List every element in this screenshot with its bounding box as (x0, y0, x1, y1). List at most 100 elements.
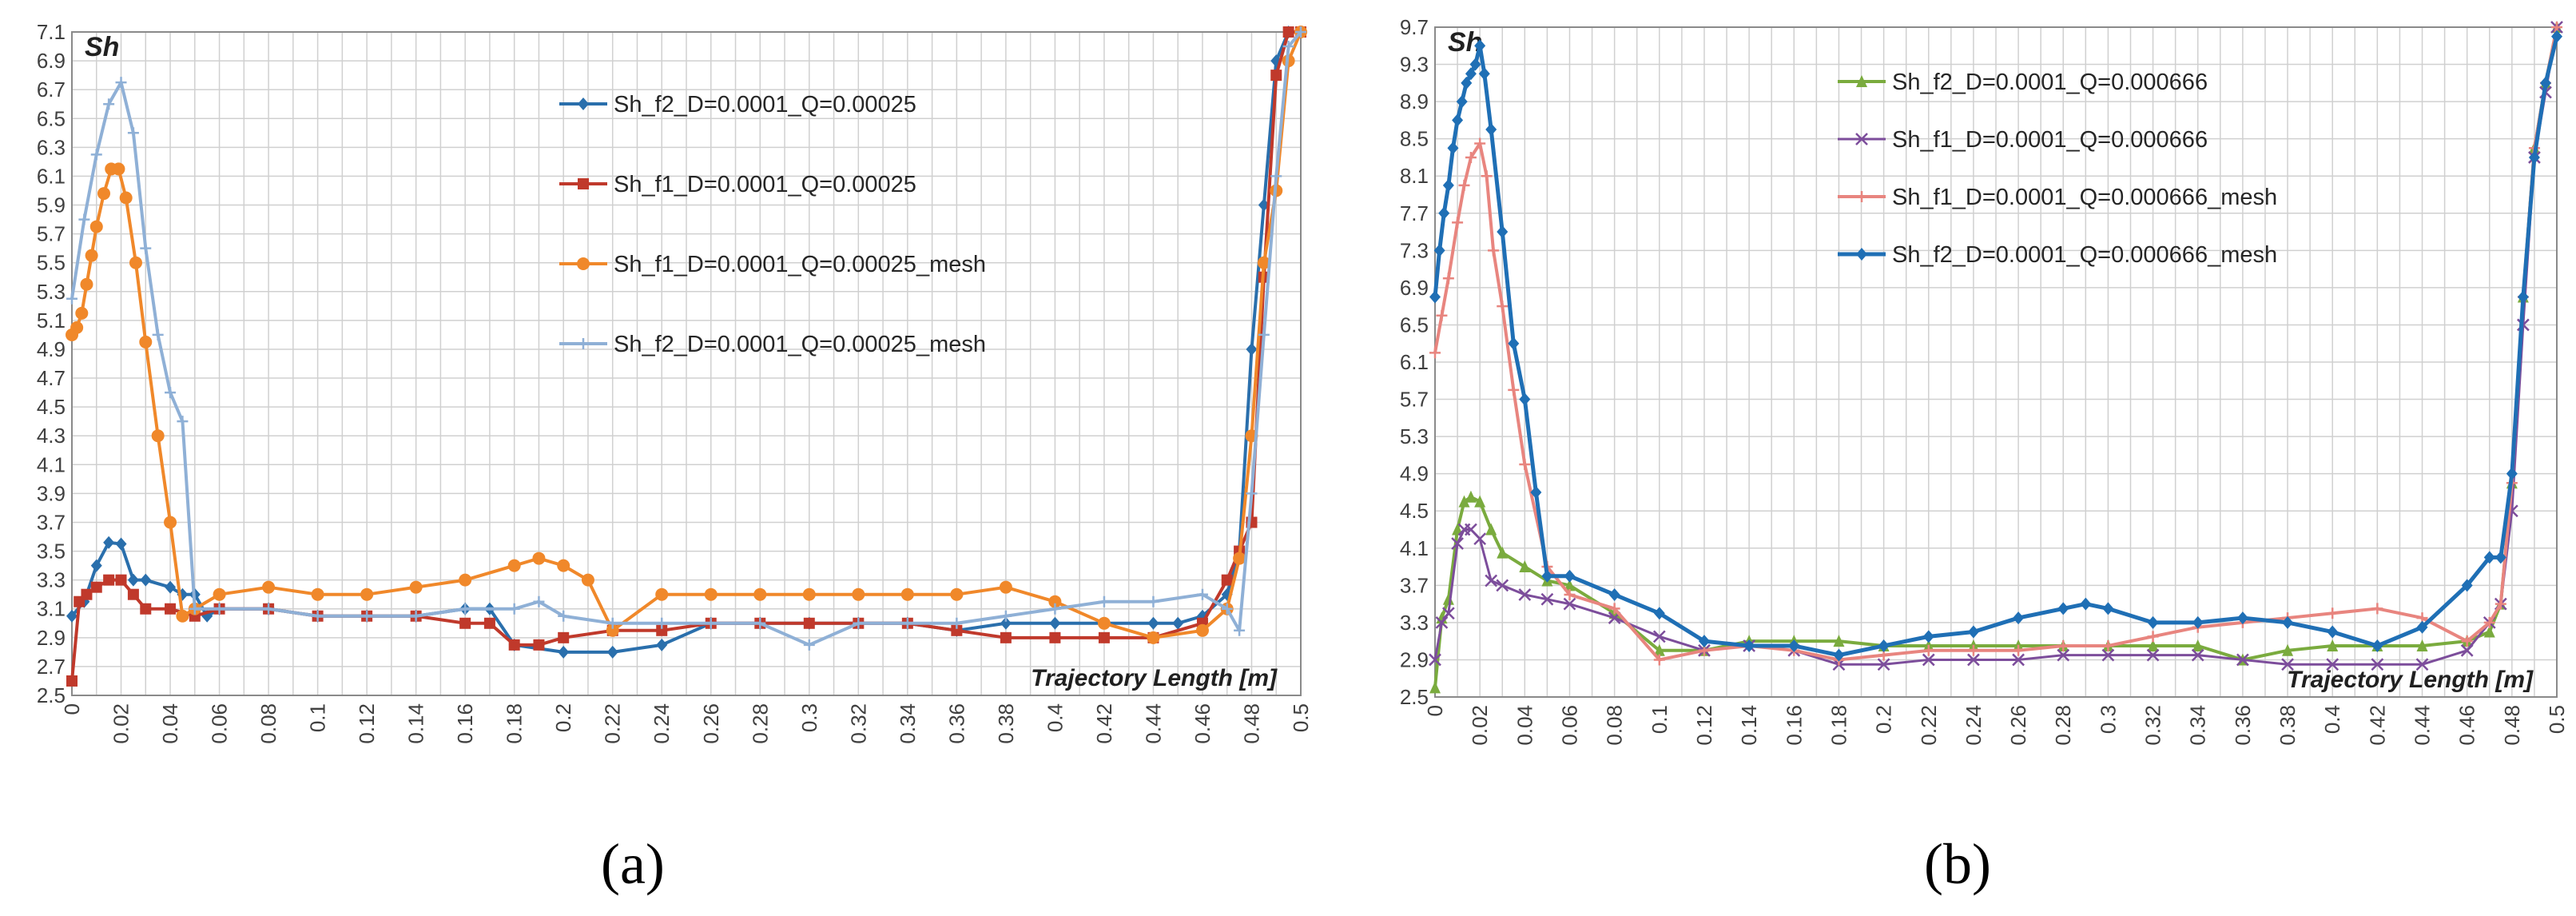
data-point (2102, 639, 2114, 651)
data-point (1246, 488, 1258, 500)
legend-label: Sh_f1_D=0.0001_Q=0.00025 (614, 172, 916, 197)
data-point (1833, 635, 1845, 647)
data-point (409, 580, 423, 594)
data-point (2483, 616, 2495, 628)
x-tick-label: 0.24 (650, 703, 674, 744)
data-point (1049, 603, 1061, 615)
data-point (1608, 603, 1620, 615)
data-point (2282, 615, 2294, 629)
x-tick-label: 0.22 (601, 703, 625, 744)
data-point (115, 77, 127, 89)
data-point (1429, 653, 1441, 667)
data-point (75, 306, 89, 320)
data-point (2460, 643, 2474, 657)
data-point (2327, 639, 2339, 651)
data-point (97, 187, 110, 201)
data-point (1098, 595, 1110, 607)
data-point (606, 645, 618, 659)
data-point (483, 617, 495, 629)
data-point (1519, 459, 1531, 471)
data-point (1967, 653, 1980, 667)
data-point (119, 191, 133, 205)
data-point (802, 587, 816, 601)
data-point (558, 645, 570, 659)
data-point (361, 610, 373, 622)
data-point (1000, 616, 1012, 630)
data-point (127, 588, 139, 600)
x-tick-label: 0.2 (551, 703, 575, 732)
data-point (2101, 648, 2115, 662)
data-point (533, 595, 545, 607)
data-point (115, 537, 127, 551)
data-point (999, 580, 1012, 594)
data-point (1458, 179, 1470, 191)
data-point (2192, 615, 2204, 629)
data-point (311, 587, 324, 601)
legend-label: Sh_f1_D=0.0001_Q=0.000666_mesh (1892, 185, 2277, 210)
data-point (1652, 630, 1666, 643)
caption-a: (a) (601, 832, 665, 896)
y-tick-label: 2.7 (37, 655, 66, 679)
data-point (1438, 206, 1450, 220)
x-tick-label: 0.12 (355, 703, 379, 744)
data-point (1540, 592, 1554, 606)
data-point (2551, 30, 2562, 43)
series-line (70, 30, 1302, 647)
data-point (1474, 39, 1486, 53)
x-tick-label: 0.22 (1917, 705, 1941, 746)
data-point (1429, 347, 1441, 359)
x-tick-label: 0.48 (2500, 705, 2524, 746)
y-tick-label: 2.5 (1400, 685, 1429, 709)
data-point (2461, 635, 2473, 647)
data-point (165, 580, 177, 594)
data-point (2281, 658, 2294, 671)
data-point (1878, 639, 1890, 652)
data-point (2495, 598, 2506, 610)
legend-swatch-marker (1855, 133, 1868, 145)
x-tick-label: 0.14 (404, 703, 428, 744)
data-point (70, 321, 84, 334)
legend-swatch-marker (577, 257, 590, 270)
data-point (557, 559, 570, 572)
x-tick-label: 0.12 (1692, 705, 1716, 746)
data-point (558, 610, 570, 622)
data-point (1474, 495, 1486, 508)
data-point (1000, 631, 1012, 643)
x-tick-label: 0.16 (1782, 705, 1806, 746)
x-tick-label: 0.36 (2231, 705, 2255, 746)
y-tick-label: 2.5 (37, 683, 66, 707)
y-tick-label: 5.7 (37, 222, 66, 246)
data-point (1497, 546, 1509, 559)
data-point (213, 587, 226, 601)
data-point (852, 587, 865, 601)
data-point (1485, 523, 1497, 536)
data-point (2102, 602, 2114, 615)
legend-swatch-marker (1856, 248, 1867, 261)
data-point (360, 587, 374, 601)
legend-swatch-marker (578, 98, 589, 110)
data-point (1877, 658, 1890, 671)
y-tick-label: 5.1 (37, 309, 66, 333)
data-point (1530, 485, 1542, 499)
data-point (803, 639, 815, 651)
data-point (140, 573, 152, 587)
data-point (606, 623, 619, 637)
y-tick-label: 4.9 (37, 337, 66, 361)
x-tick-label: 0.42 (1092, 703, 1116, 744)
y-tick-label: 5.5 (37, 251, 66, 275)
y-tick-label: 6.3 (37, 135, 66, 159)
data-point (1564, 569, 1576, 583)
y-tick-label: 3.1 (37, 597, 66, 621)
x-tick-label: 0.4 (2320, 705, 2344, 734)
data-point (508, 639, 520, 651)
data-point (1234, 624, 1246, 636)
data-point (127, 573, 139, 587)
data-point (2147, 631, 2159, 643)
y-tick-label: 6.5 (37, 106, 66, 130)
data-point (80, 277, 93, 291)
data-point (1743, 639, 1755, 652)
data-point (1508, 337, 1520, 350)
y-tick-label: 8.9 (1400, 90, 1429, 114)
data-point (66, 675, 78, 687)
x-axis-title: Trajectory Length [m] (1031, 665, 1278, 691)
